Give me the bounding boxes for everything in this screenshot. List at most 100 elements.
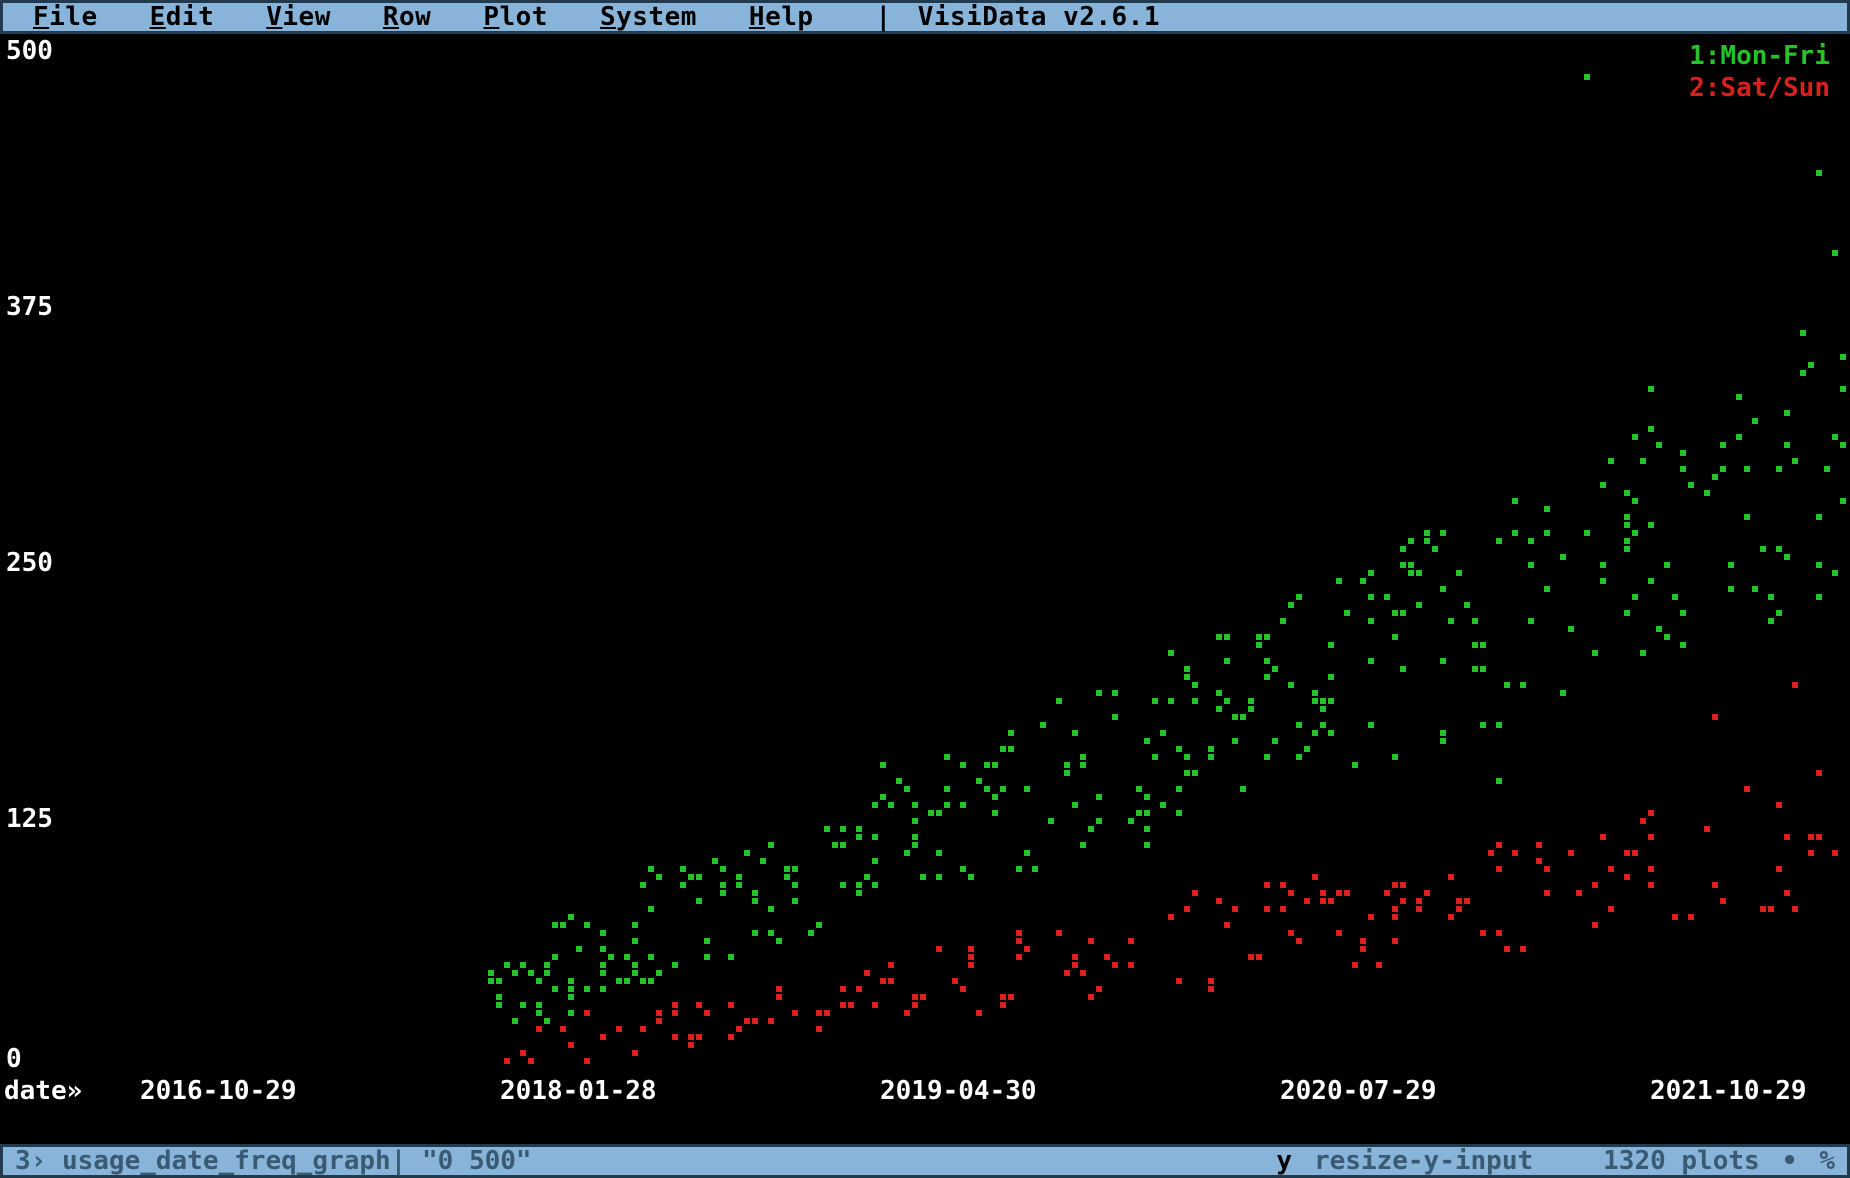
- plot-point-weekday: [880, 794, 886, 800]
- plot-point-weekday: [776, 938, 782, 944]
- plot-point-weekend: [1344, 890, 1350, 896]
- menu-edit[interactable]: Edit: [150, 2, 215, 32]
- plot-point-weekday: [1624, 546, 1630, 552]
- plot-point-weekday: [600, 930, 606, 936]
- x-axis-name: date»: [4, 1076, 82, 1106]
- plot-point-weekday: [1416, 570, 1422, 576]
- plot-point-weekday: [752, 898, 758, 904]
- plot-point-weekday: [488, 970, 494, 976]
- plot-point-weekend: [1056, 930, 1062, 936]
- plot-point-weekend: [776, 994, 782, 1000]
- plot-point-weekday: [1392, 610, 1398, 616]
- plot-canvas[interactable]: [0, 34, 1850, 1112]
- plot-point-weekday: [1624, 490, 1630, 496]
- plot-point-weekday: [656, 970, 662, 976]
- plot-point-weekend: [1648, 866, 1654, 872]
- plot-point-weekend: [1096, 986, 1102, 992]
- plot-point-weekday: [1216, 706, 1222, 712]
- plot-point-weekday: [1680, 642, 1686, 648]
- plot-point-weekday: [1024, 786, 1030, 792]
- plot-point-weekend: [1784, 834, 1790, 840]
- plot-point-weekday: [1368, 722, 1374, 728]
- plot-point-weekday: [1248, 698, 1254, 704]
- y-tick-250: 250: [6, 548, 53, 578]
- plot-point-weekday: [1640, 458, 1646, 464]
- plot-point-weekday: [568, 994, 574, 1000]
- plot-point-weekend: [1336, 890, 1342, 896]
- plot-point-weekend: [632, 1050, 638, 1056]
- plot-point-weekday: [1128, 818, 1134, 824]
- plot-point-weekend: [568, 1042, 574, 1048]
- plot-point-weekday: [1264, 634, 1270, 640]
- plot-point-weekend: [640, 1026, 646, 1032]
- plot-point-weekend: [1512, 850, 1518, 856]
- plot-point-weekday: [1832, 434, 1838, 440]
- plot-point-weekend: [1600, 834, 1606, 840]
- plot-point-weekday: [632, 962, 638, 968]
- plot-point-weekend: [1704, 826, 1710, 832]
- menu-plot[interactable]: Plot: [483, 2, 548, 32]
- plot-point-weekend: [1568, 850, 1574, 856]
- plot-point-weekend: [1760, 906, 1766, 912]
- plot-point-weekday: [1192, 770, 1198, 776]
- plot-point-weekend: [696, 1034, 702, 1040]
- plot-point-weekday: [896, 778, 902, 784]
- plot-point-weekend: [1464, 898, 1470, 904]
- plot-point-weekday: [1400, 546, 1406, 552]
- plot-point-weekday: [1440, 586, 1446, 592]
- plot-point-weekday: [1184, 754, 1190, 760]
- plot-point-weekend: [1104, 954, 1110, 960]
- plot-point-weekday: [544, 1018, 550, 1024]
- plot-point-weekday: [1152, 754, 1158, 760]
- plot-point-weekend: [1832, 850, 1838, 856]
- plot-point-weekend: [1768, 906, 1774, 912]
- plot-point-weekday: [1480, 722, 1486, 728]
- plot-point-weekend: [776, 986, 782, 992]
- y-tick-500: 500: [6, 36, 53, 66]
- plot-point-weekday: [1400, 610, 1406, 616]
- plot-point-weekday: [720, 866, 726, 872]
- menu-help[interactable]: Help: [749, 2, 814, 32]
- plot-point-weekday: [1784, 554, 1790, 560]
- plot-point-weekend: [1592, 882, 1598, 888]
- plot-point-weekend: [888, 978, 894, 984]
- plot-point-weekend: [880, 978, 886, 984]
- plot-point-weekday: [1112, 714, 1118, 720]
- plot-point-weekday: [1000, 746, 1006, 752]
- plot-point-weekend: [1328, 898, 1334, 904]
- plot-point-weekday: [1480, 666, 1486, 672]
- plot-point-weekday: [856, 826, 862, 832]
- plot-point-weekend: [744, 1018, 750, 1024]
- plot-point-weekend: [1608, 866, 1614, 872]
- plot-point-weekend: [1776, 866, 1782, 872]
- plot-point-weekday: [1392, 754, 1398, 760]
- plot-point-weekday: [1752, 586, 1758, 592]
- menu-system[interactable]: System: [600, 2, 697, 32]
- plot-point-weekday: [912, 842, 918, 848]
- plot-point-weekend: [1360, 938, 1366, 944]
- plot-point-weekday: [1248, 706, 1254, 712]
- plot-point-weekday: [1632, 594, 1638, 600]
- plot-point-weekday: [648, 978, 654, 984]
- plot-point-weekend: [1808, 834, 1814, 840]
- plot-point-weekday: [1728, 562, 1734, 568]
- plot-point-weekday: [1224, 634, 1230, 640]
- plot-point-weekday: [1808, 362, 1814, 368]
- plot-point-weekend: [1392, 914, 1398, 920]
- plot-point-weekday: [936, 874, 942, 880]
- plot-point-weekday: [1728, 586, 1734, 592]
- plot-point-weekend: [1224, 922, 1230, 928]
- plot-point-weekday: [1528, 562, 1534, 568]
- menu-file[interactable]: File: [33, 2, 98, 32]
- plot-point-weekday: [600, 986, 606, 992]
- plot-point-weekend: [1128, 962, 1134, 968]
- plot-point-weekday: [1352, 762, 1358, 768]
- plot-point-weekend: [1088, 994, 1094, 1000]
- plot-point-weekday: [1160, 730, 1166, 736]
- plot-point-weekday: [864, 874, 870, 880]
- x-axis: date» 2016-10-29 2018-01-28 2019-04-30 2…: [0, 1076, 1850, 1110]
- menu-view[interactable]: View: [266, 2, 331, 32]
- plot-point-weekend: [688, 1042, 694, 1048]
- menu-row[interactable]: Row: [383, 2, 431, 32]
- plot-point-weekday: [696, 874, 702, 880]
